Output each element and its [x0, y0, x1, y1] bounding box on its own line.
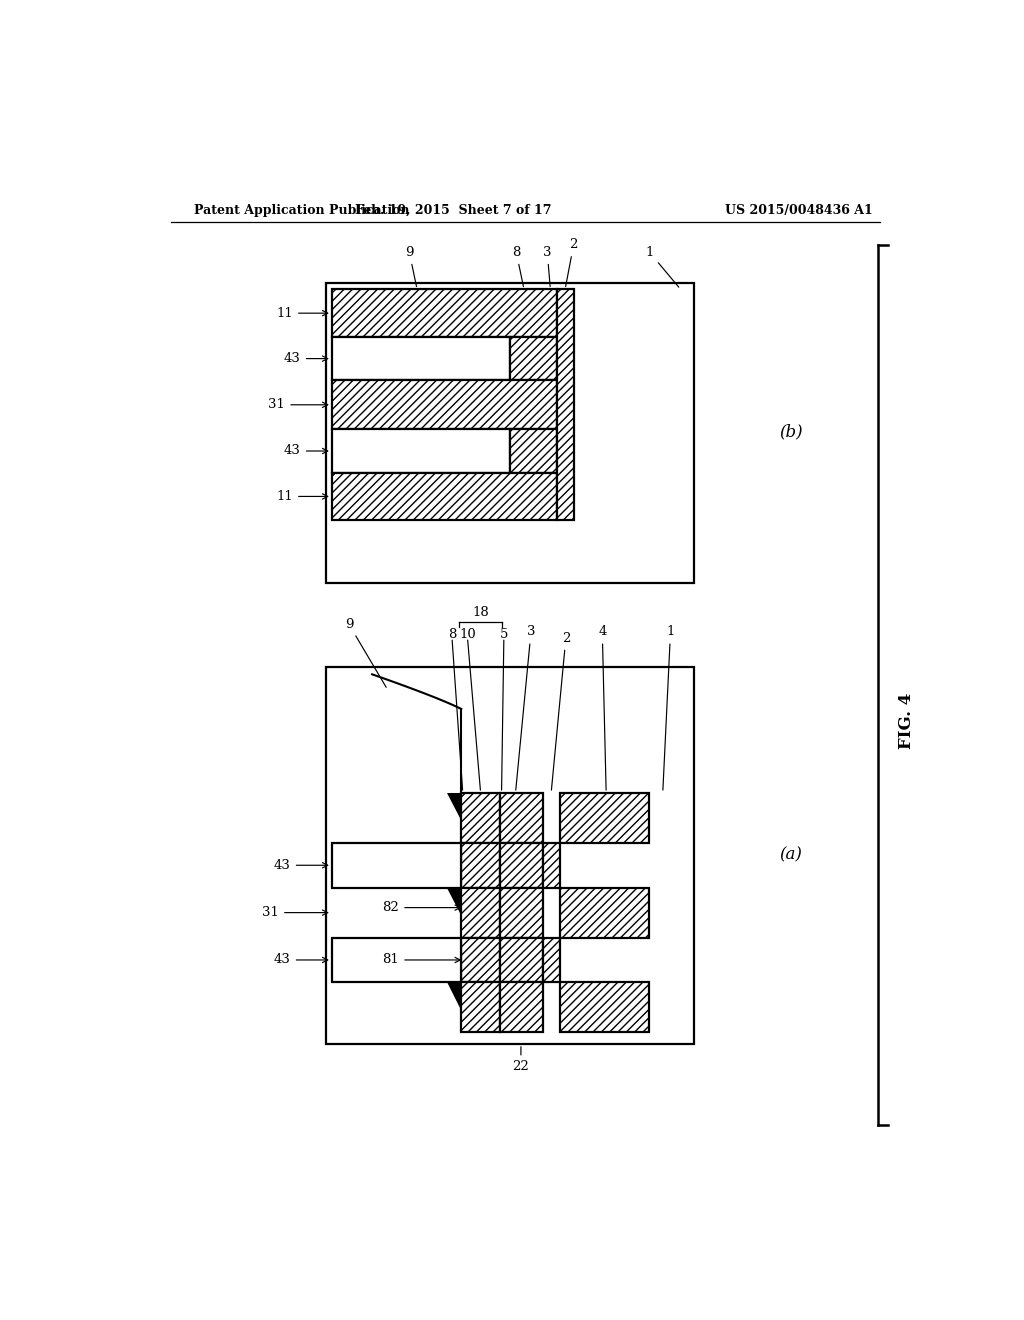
Bar — [461, 887, 500, 937]
Bar — [332, 429, 510, 473]
Text: (a): (a) — [779, 846, 802, 863]
Bar — [500, 982, 543, 1032]
Bar — [560, 982, 649, 1032]
Text: 9: 9 — [345, 618, 386, 688]
Bar — [560, 793, 649, 843]
Bar — [510, 429, 557, 473]
Text: 2: 2 — [551, 631, 570, 791]
Bar — [332, 937, 461, 982]
Bar — [500, 843, 543, 887]
Text: 43: 43 — [273, 953, 328, 966]
Bar — [500, 887, 543, 937]
Text: 11: 11 — [276, 490, 328, 503]
Text: 8: 8 — [512, 246, 523, 286]
Text: 1: 1 — [663, 626, 675, 791]
Text: 31: 31 — [262, 906, 328, 919]
Text: (b): (b) — [779, 424, 803, 441]
Polygon shape — [447, 982, 461, 1010]
Bar — [461, 793, 500, 843]
Text: 31: 31 — [268, 399, 328, 412]
Bar — [500, 793, 543, 843]
Text: 43: 43 — [284, 445, 328, 458]
Text: Patent Application Publication: Patent Application Publication — [194, 205, 410, 218]
Text: 4: 4 — [598, 626, 606, 791]
Text: 18: 18 — [472, 606, 489, 619]
Bar — [332, 289, 557, 337]
Text: Feb. 19, 2015  Sheet 7 of 17: Feb. 19, 2015 Sheet 7 of 17 — [355, 205, 552, 218]
Bar — [461, 937, 500, 982]
Text: 3: 3 — [516, 626, 536, 791]
Polygon shape — [447, 793, 461, 821]
Bar — [510, 337, 557, 380]
Bar — [557, 289, 573, 520]
Bar — [332, 380, 557, 429]
Text: 82: 82 — [383, 902, 460, 915]
Text: 11: 11 — [276, 306, 328, 319]
Bar — [332, 843, 461, 887]
Text: 9: 9 — [406, 246, 417, 286]
Text: 43: 43 — [284, 352, 328, 366]
Text: US 2015/0048436 A1: US 2015/0048436 A1 — [725, 205, 872, 218]
Text: 1: 1 — [645, 246, 679, 288]
Bar — [332, 337, 510, 380]
Text: 81: 81 — [383, 953, 460, 966]
Text: 43: 43 — [273, 859, 328, 871]
Bar — [461, 843, 500, 887]
Bar — [500, 937, 543, 982]
Bar — [461, 982, 500, 1032]
Bar — [543, 843, 560, 887]
Bar — [560, 887, 649, 937]
Text: 10: 10 — [459, 628, 476, 640]
Text: 3: 3 — [543, 246, 552, 286]
Bar — [326, 284, 693, 583]
Text: 5: 5 — [500, 628, 508, 640]
Bar — [543, 937, 560, 982]
Bar — [326, 667, 693, 1044]
Bar — [332, 473, 557, 520]
Text: 8: 8 — [447, 628, 456, 640]
Text: FIG. 4: FIG. 4 — [898, 693, 915, 748]
Text: 2: 2 — [565, 238, 578, 286]
Text: 22: 22 — [513, 1047, 529, 1073]
Polygon shape — [447, 887, 461, 915]
